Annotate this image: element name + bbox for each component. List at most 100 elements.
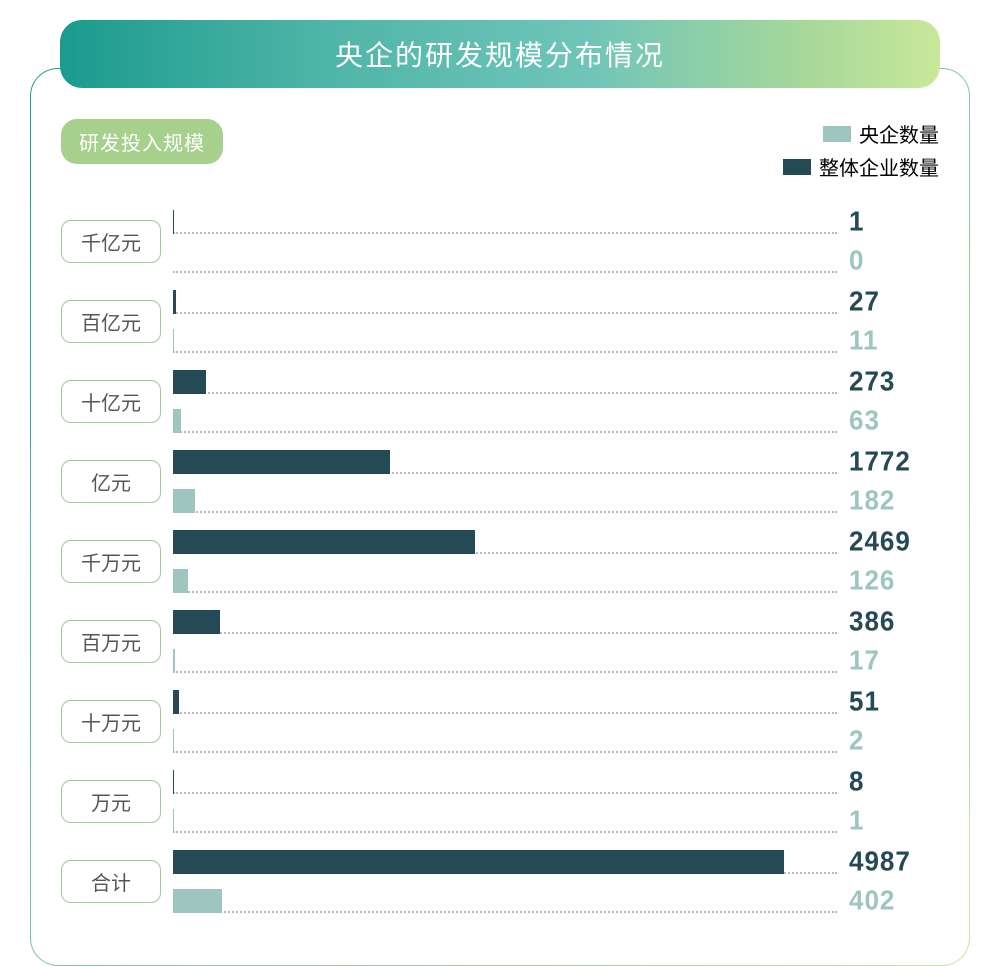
category-label: 十亿元 <box>81 393 141 415</box>
value-b: 182 <box>849 484 939 517</box>
value-a: 273 <box>849 365 939 398</box>
chart-row: 合计 4987 402 <box>61 845 939 917</box>
value-a: 27 <box>849 285 939 318</box>
chart-row: 十亿元27363 <box>61 365 939 437</box>
bar-a <box>173 530 475 554</box>
chart-row: 百万元38617 <box>61 605 939 677</box>
bar-track <box>173 809 837 833</box>
bars-zone: 1772 182 <box>173 446 939 516</box>
legend-label-a: 整体企业数量 <box>819 152 939 181</box>
bars-zone: 512 <box>173 686 939 756</box>
legend-item-a: 整体企业数量 <box>783 152 939 181</box>
value-a: 1772 <box>849 445 939 478</box>
bar-track <box>173 409 837 433</box>
category-pill: 百万元 <box>61 620 161 663</box>
legend-label-b: 央企数量 <box>859 119 939 148</box>
bar-line-b: 182 <box>173 485 939 516</box>
bar-line-b: 11 <box>173 325 939 356</box>
category-pill: 百亿元 <box>61 300 161 343</box>
chart-row: 千万元 2469 126 <box>61 525 939 597</box>
category-pill: 万元 <box>61 780 161 823</box>
bar-track <box>173 370 837 394</box>
chart-title-banner: 央企的研发规模分布情况 <box>60 20 940 88</box>
chart-row: 十万元512 <box>61 685 939 757</box>
category-label: 千亿元 <box>81 233 141 255</box>
bar-line-b: 1 <box>173 805 939 836</box>
bar-track <box>173 290 837 314</box>
bar-track <box>173 729 837 753</box>
value-b: 1 <box>849 804 939 837</box>
legend-swatch-b <box>823 126 851 142</box>
category-label: 百亿元 <box>81 313 141 335</box>
category-pill: 千亿元 <box>61 220 161 263</box>
bar-line-b: 126 <box>173 565 939 596</box>
bar-line-b: 0 <box>173 245 939 276</box>
category-pill: 亿元 <box>61 460 161 503</box>
bar-track <box>173 210 837 234</box>
bar-line-a: 27 <box>173 286 939 317</box>
bar-line-b: 2 <box>173 725 939 756</box>
category-label: 万元 <box>91 793 131 815</box>
bar-line-a: 273 <box>173 366 939 397</box>
legend-swatch-a <box>783 159 811 175</box>
bar-b <box>173 489 195 513</box>
bar-line-a: 386 <box>173 606 939 637</box>
bar-a <box>173 850 784 874</box>
legend: 央企数量 整体企业数量 <box>783 119 939 185</box>
value-a: 4987 <box>849 845 939 878</box>
bar-b <box>173 409 181 433</box>
bar-a <box>173 450 390 474</box>
category-pill: 十万元 <box>61 700 161 743</box>
bar-line-b: 402 <box>173 885 939 916</box>
bar-b <box>173 569 188 593</box>
bar-track <box>173 610 837 634</box>
bar-line-a: 4987 <box>173 846 939 877</box>
category-label: 十万元 <box>81 713 141 735</box>
value-b: 2 <box>849 724 939 757</box>
bar-line-a: 1 <box>173 206 939 237</box>
bar-b <box>173 889 222 913</box>
bar-track <box>173 489 837 513</box>
bars-zone: 81 <box>173 766 939 836</box>
bar-track <box>173 850 837 874</box>
bar-track <box>173 770 837 794</box>
bars-zone: 38617 <box>173 606 939 676</box>
value-a: 8 <box>849 765 939 798</box>
value-a: 1 <box>849 205 939 238</box>
bar-track <box>173 249 837 273</box>
bar-a <box>173 610 220 634</box>
value-b: 11 <box>849 324 939 357</box>
category-label: 千万元 <box>81 553 141 575</box>
chart-row: 百亿元 27 11 <box>61 285 939 357</box>
bars-zone: 2469 126 <box>173 526 939 596</box>
bar-b <box>173 649 175 673</box>
value-b: 63 <box>849 404 939 437</box>
category-label: 亿元 <box>91 473 131 495</box>
bars-zone: 4987 402 <box>173 846 939 916</box>
category-label: 合计 <box>91 873 131 895</box>
chart-card: 研发投入规模 央企数量 整体企业数量 千亿元10百亿元2711十亿元27363亿… <box>30 68 970 966</box>
bar-line-b: 17 <box>173 645 939 676</box>
category-pill: 千万元 <box>61 540 161 583</box>
bars-zone: 10 <box>173 206 939 276</box>
bar-line-a: 2469 <box>173 526 939 557</box>
value-b: 17 <box>849 644 939 677</box>
bar-a <box>173 370 206 394</box>
bar-line-a: 51 <box>173 686 939 717</box>
value-b: 0 <box>849 244 939 277</box>
bar-line-b: 63 <box>173 405 939 436</box>
chart-row: 千亿元10 <box>61 205 939 277</box>
bar-track <box>173 690 837 714</box>
value-a: 2469 <box>849 525 939 558</box>
bar-track <box>173 889 837 913</box>
bars-zone: 27363 <box>173 366 939 436</box>
bar-line-a: 8 <box>173 766 939 797</box>
value-b: 402 <box>849 884 939 917</box>
value-b: 126 <box>849 564 939 597</box>
bar-track <box>173 530 837 554</box>
chart-row: 万元81 <box>61 765 939 837</box>
bar-track <box>173 649 837 673</box>
chart-title: 央企的研发规模分布情况 <box>335 40 665 71</box>
bar-b <box>173 329 174 353</box>
value-a: 386 <box>849 605 939 638</box>
